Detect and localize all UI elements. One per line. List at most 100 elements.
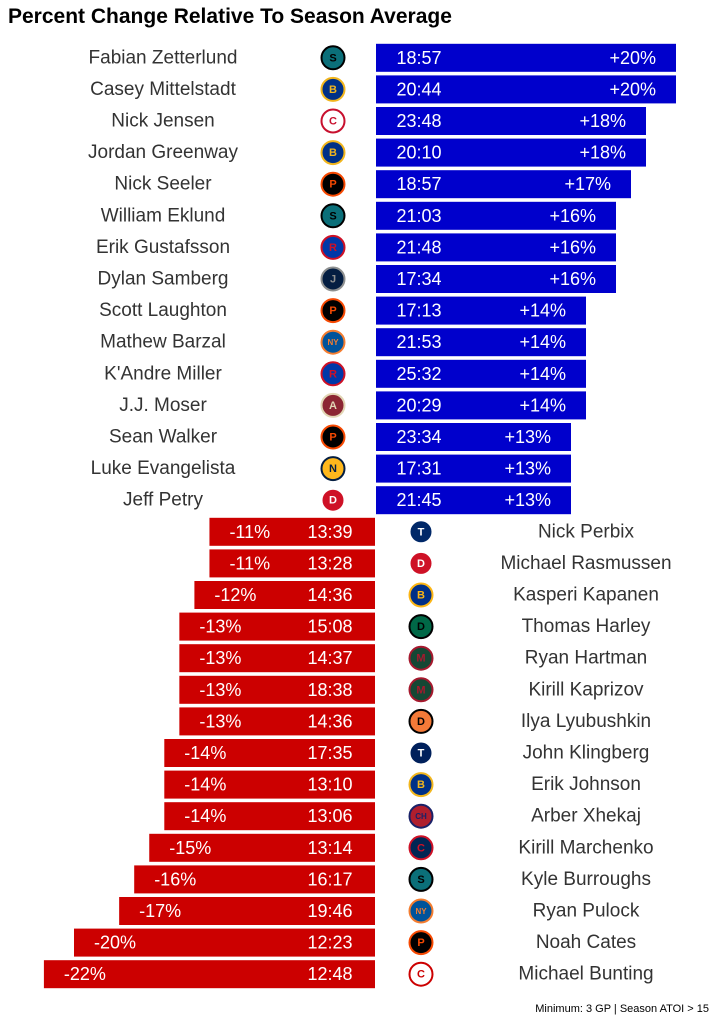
player-name: J.J. Moser xyxy=(119,395,207,416)
player-name: Mathew Barzal xyxy=(100,332,226,353)
logo-glyph: C xyxy=(417,842,425,854)
chart-row: 13:14 -15% C Kirill Marchenko xyxy=(149,833,654,862)
toi-label: 17:34 xyxy=(396,269,441,289)
toi-label: 21:45 xyxy=(396,490,441,510)
flyers-logo: P xyxy=(408,930,434,956)
chart-row: 20:29 +14% A J.J. Moser xyxy=(119,391,586,420)
percent-label: -22% xyxy=(64,964,106,984)
blues-logo: B xyxy=(408,582,434,608)
logo-emblem xyxy=(408,614,434,640)
logo-emblem xyxy=(408,519,434,545)
percent-label: -11% xyxy=(229,522,270,542)
red-wings-logo: D xyxy=(408,550,434,576)
chart-row: 25:32 +14% R K'Andre Miller xyxy=(104,359,586,388)
percent-label: +16% xyxy=(549,206,596,226)
positive-bar xyxy=(376,43,676,72)
positive-bar xyxy=(376,170,631,199)
logo-emblem xyxy=(408,582,434,608)
negative-bar xyxy=(209,549,375,578)
logo-glyph: D xyxy=(417,621,425,633)
toi-label: 21:48 xyxy=(396,237,441,257)
percent-label: +14% xyxy=(519,332,566,352)
logo-emblem xyxy=(408,550,434,576)
player-name: Jordan Greenway xyxy=(88,142,238,163)
toi-label: 14:36 xyxy=(307,585,352,605)
player-name: Kirill Kaprizov xyxy=(528,679,644,700)
toi-label: 20:29 xyxy=(396,395,441,415)
sharks-logo: S xyxy=(320,203,346,229)
flyers-logo: P xyxy=(320,424,346,450)
toi-label: 18:57 xyxy=(396,174,441,194)
percent-label: -12% xyxy=(214,585,256,605)
percent-label: +18% xyxy=(579,111,626,131)
chart-row: 12:23 -20% P Noah Cates xyxy=(74,928,636,957)
negative-bar xyxy=(134,865,375,894)
logo-emblem xyxy=(320,361,346,387)
chart-row: 17:13 +14% P Scott Laughton xyxy=(99,296,586,325)
player-name: Erik Gustafsson xyxy=(96,237,230,258)
ducks-logo: D xyxy=(408,708,434,734)
player-name: Michael Bunting xyxy=(518,964,653,985)
positive-bar xyxy=(376,265,616,293)
chart-row: 21:45 +13% D Jeff Petry xyxy=(123,486,571,515)
player-name: Michael Rasmussen xyxy=(500,553,671,574)
percent-label: -17% xyxy=(139,901,181,921)
percent-label: +13% xyxy=(504,427,551,447)
logo-emblem xyxy=(320,45,346,71)
maple-leafs-logo: T xyxy=(408,740,434,766)
positive-bar xyxy=(376,201,616,230)
logo-emblem xyxy=(320,456,346,482)
logo-emblem xyxy=(408,708,434,734)
jets-logo: J xyxy=(320,266,346,292)
chart-row: 13:28 -11% D Michael Rasmussen xyxy=(209,549,672,578)
player-name: Jeff Petry xyxy=(123,490,203,511)
percent-label: +13% xyxy=(504,490,551,510)
percent-label: -13% xyxy=(199,680,241,700)
toi-label: 17:31 xyxy=(396,459,441,479)
logo-glyph: P xyxy=(417,937,424,949)
chart-row: 17:34 +16% J Dylan Samberg xyxy=(98,265,616,293)
logo-glyph: B xyxy=(417,590,425,602)
chart-row: 18:38 -13% M Kirill Kaprizov xyxy=(179,675,644,704)
negative-bar xyxy=(179,675,375,704)
chart-row: 18:57 +17% P Nick Seeler xyxy=(114,170,631,199)
logo-emblem xyxy=(408,677,434,703)
chart-row: 21:53 +14% NY Mathew Barzal xyxy=(100,328,586,357)
positive-bar xyxy=(376,359,586,388)
negative-bar xyxy=(74,928,375,957)
toi-label: 18:38 xyxy=(307,680,352,700)
player-name: Kasperi Kapanen xyxy=(513,585,659,606)
negative-bar xyxy=(164,802,375,831)
sabres-logo: B xyxy=(320,140,346,166)
toi-label: 13:28 xyxy=(307,553,352,573)
player-name: Ryan Hartman xyxy=(525,648,648,669)
chart-row: 16:17 -16% S Kyle Burroughs xyxy=(134,865,651,894)
toi-label: 23:34 xyxy=(396,427,441,447)
logo-glyph: M xyxy=(416,684,425,696)
logo-emblem xyxy=(320,392,346,418)
toi-label: 16:17 xyxy=(307,869,352,889)
logo-glyph: B xyxy=(417,779,425,791)
logo-emblem xyxy=(408,740,434,766)
player-name: Noah Cates xyxy=(536,932,636,953)
toi-label: 18:57 xyxy=(396,48,441,68)
logo-emblem xyxy=(320,487,346,513)
chart-row: 13:39 -11% T Nick Perbix xyxy=(209,517,635,546)
positive-bar xyxy=(376,391,586,420)
percent-label: +16% xyxy=(549,269,596,289)
rangers-logo: R xyxy=(320,234,346,260)
logo-emblem xyxy=(320,171,346,197)
player-name: Ryan Pulock xyxy=(533,901,640,922)
toi-label: 14:36 xyxy=(307,711,352,731)
player-name: Nick Perbix xyxy=(538,521,635,542)
chart-row: 21:03 +16% S William Eklund xyxy=(101,201,616,230)
logo-emblem xyxy=(320,298,346,324)
chart-title: Percent Change Relative To Season Averag… xyxy=(8,5,452,28)
percent-label: -13% xyxy=(199,711,241,731)
logo-glyph: J xyxy=(330,274,336,286)
toi-label: 25:32 xyxy=(396,364,441,384)
logo-emblem xyxy=(320,424,346,450)
chart-row: 15:08 -13% D Thomas Harley xyxy=(179,612,651,641)
wild-logo: M xyxy=(408,677,434,703)
